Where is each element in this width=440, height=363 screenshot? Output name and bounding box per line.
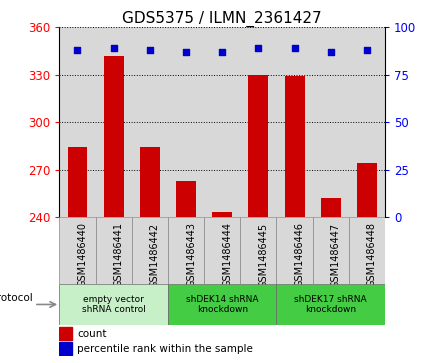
Point [219, 49, 226, 55]
Bar [357, 163, 377, 217]
Point [363, 47, 370, 53]
Bar [240, 217, 276, 284]
Text: GSM1486441: GSM1486441 [114, 223, 124, 287]
Text: protocol: protocol [0, 293, 32, 303]
Bar [276, 27, 313, 217]
Bar [68, 147, 88, 217]
Bar [132, 217, 168, 284]
Text: shDEK17 shRNA
knockdown: shDEK17 shRNA knockdown [294, 295, 367, 314]
Text: shDEK14 shRNA
knockdown: shDEK14 shRNA knockdown [186, 295, 258, 314]
Text: GSM1486442: GSM1486442 [150, 223, 160, 287]
Text: GSM1486446: GSM1486446 [294, 223, 304, 287]
Bar [313, 27, 349, 217]
Bar [313, 217, 349, 284]
Text: empty vector
shRNA control: empty vector shRNA control [82, 295, 146, 314]
Text: percentile rank within the sample: percentile rank within the sample [77, 344, 253, 354]
Bar [321, 198, 341, 217]
Point [110, 45, 117, 51]
Bar [285, 76, 304, 217]
Point [291, 45, 298, 51]
Bar [59, 327, 72, 340]
Bar [204, 27, 240, 217]
Bar [176, 181, 196, 217]
Bar [59, 342, 72, 355]
Bar [59, 285, 168, 325]
Bar [349, 27, 385, 217]
Point [74, 47, 81, 53]
Text: GSM1486443: GSM1486443 [186, 223, 196, 287]
Bar [59, 27, 95, 217]
Point [147, 47, 154, 53]
Bar [140, 147, 160, 217]
Title: GDS5375 / ILMN_2361427: GDS5375 / ILMN_2361427 [122, 11, 322, 27]
Bar [132, 27, 168, 217]
Bar [276, 217, 313, 284]
Point [255, 45, 262, 51]
Bar [240, 27, 276, 217]
Text: GSM1486448: GSM1486448 [367, 223, 377, 287]
Bar [95, 217, 132, 284]
Text: GSM1486440: GSM1486440 [77, 223, 88, 287]
Text: GSM1486444: GSM1486444 [222, 223, 232, 287]
Bar [349, 217, 385, 284]
Point [183, 49, 190, 55]
Text: count: count [77, 329, 107, 339]
Bar [104, 56, 124, 217]
Bar [95, 27, 132, 217]
Text: GSM1486445: GSM1486445 [258, 223, 268, 287]
Bar [249, 75, 268, 217]
Bar [276, 285, 385, 325]
Bar [168, 285, 276, 325]
Bar [168, 217, 204, 284]
Point [327, 49, 334, 55]
Bar [168, 27, 204, 217]
Bar [212, 212, 232, 217]
Text: GSM1486447: GSM1486447 [331, 223, 341, 287]
Bar [204, 217, 240, 284]
Bar [59, 217, 95, 284]
